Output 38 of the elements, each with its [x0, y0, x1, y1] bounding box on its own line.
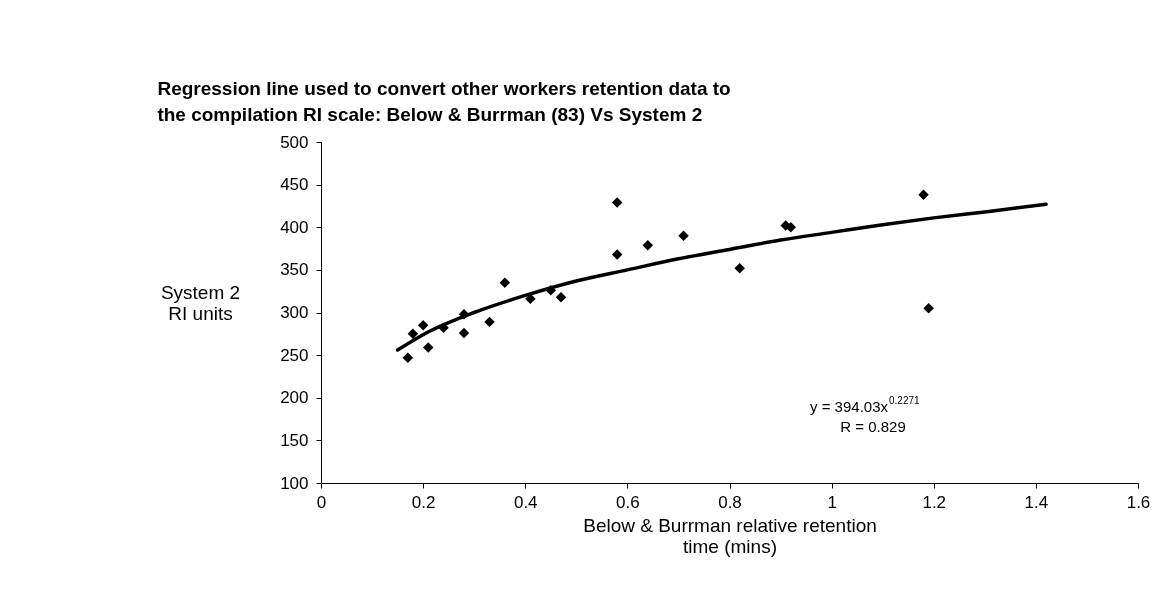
y-tick-label: 500 — [280, 132, 309, 152]
point — [678, 230, 689, 242]
x-tick-label: 0.4 — [513, 492, 538, 512]
y-tick-label: 400 — [280, 217, 309, 237]
y-tick-label: 150 — [280, 430, 309, 450]
point — [417, 320, 429, 331]
y-tick-label: 250 — [280, 345, 309, 365]
x-tick-label: 0.2 — [411, 492, 436, 512]
line-series — [395, 202, 1048, 352]
annotation: R = 0.829 — [840, 418, 906, 435]
y-tick-label: 350 — [280, 260, 309, 280]
point — [422, 342, 434, 353]
x-tick-label: 0 — [316, 492, 327, 512]
x-axis-title: Below & Burrman relative retention time (mins) — [583, 514, 877, 557]
y-tick-label: 100 — [280, 473, 309, 493]
x-tick-label: 0.6 — [616, 492, 640, 512]
point — [555, 291, 567, 303]
point — [923, 302, 934, 314]
x-tick-label: 1 — [827, 492, 837, 512]
y-tick-label: 300 — [280, 303, 309, 322]
point — [458, 327, 470, 339]
point — [484, 316, 495, 328]
point — [642, 239, 654, 251]
point — [402, 352, 414, 363]
point — [499, 277, 511, 288]
point — [611, 197, 623, 208]
x-tick-label: 1.2 — [922, 492, 947, 512]
x-tick-label: 1.6 — [1126, 492, 1151, 512]
y-tick-label: 450 — [280, 175, 309, 195]
point — [734, 262, 745, 274]
x-tick-label: 1.4 — [1024, 492, 1049, 512]
point — [611, 249, 623, 260]
point — [918, 189, 929, 201]
x-tick-label: 0.8 — [718, 492, 742, 512]
y-tick-label: 200 — [280, 388, 309, 408]
y-axis-title: System 2 RI units — [160, 282, 241, 324]
point — [407, 328, 419, 340]
chart-title: Regression line used to convert other workers retention data to the compilation RI scale: Below & Burrman (83) Vs System 2 — [157, 78, 731, 125]
